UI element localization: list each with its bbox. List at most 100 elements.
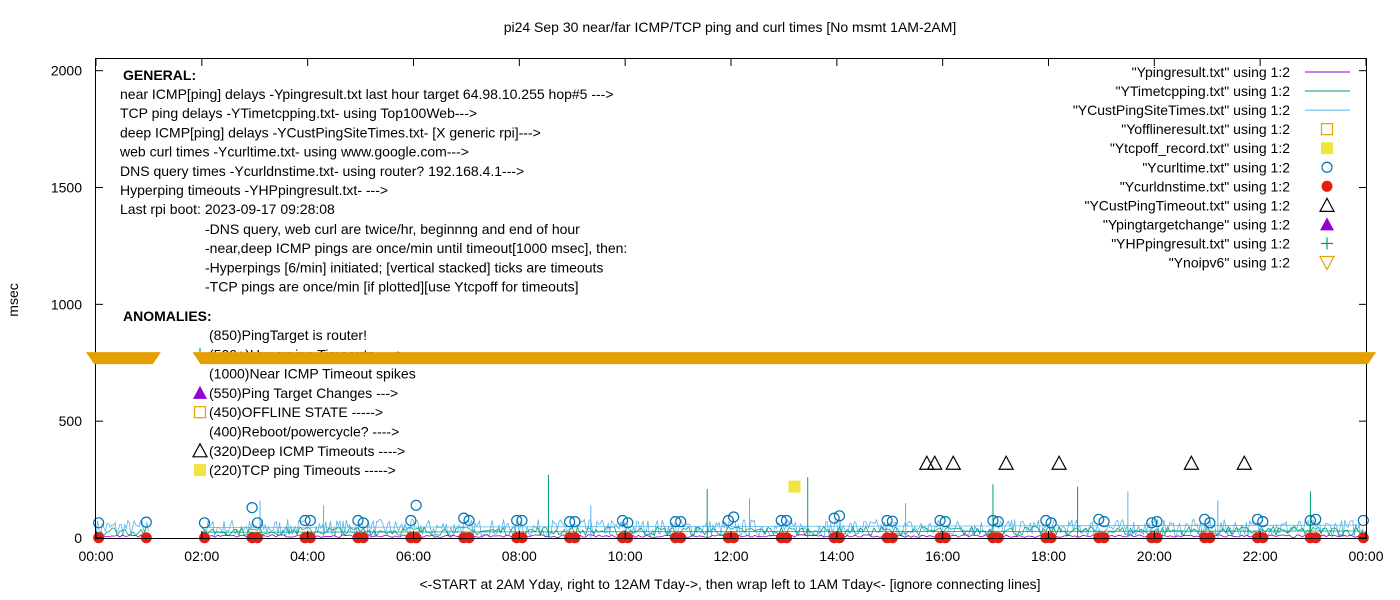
wrap-line	[201, 530, 1361, 533]
dns-point	[463, 532, 475, 544]
curl-point	[886, 515, 898, 527]
curl-point	[1251, 513, 1264, 525]
general-line: Last rpi boot: 2023-09-17 09:28:08	[120, 201, 335, 217]
dns-point	[1257, 532, 1269, 544]
legend-label: "YTimetcpping.txt" using 1:2	[1116, 83, 1291, 99]
curl-point	[1257, 516, 1269, 528]
dns-point	[1098, 532, 1110, 544]
dns-point	[939, 532, 951, 544]
curl-point	[1040, 514, 1052, 527]
deep-icmp-timeout	[1183, 454, 1200, 470]
curl-point	[405, 514, 417, 527]
x-tick-label: 22:00	[1243, 548, 1278, 564]
curl-point	[833, 510, 846, 522]
curl-point	[140, 516, 152, 528]
plot-frame	[95, 58, 1367, 539]
dns-point	[886, 532, 898, 544]
y-tick-label: 1500	[51, 180, 82, 196]
curl-point	[352, 514, 364, 527]
dns-point	[304, 532, 316, 544]
curl-point	[1098, 516, 1110, 528]
dns-point	[833, 532, 845, 544]
x-tick-label: 10:00	[608, 548, 643, 564]
curl-point	[775, 514, 787, 527]
dns-point	[728, 532, 740, 544]
deep-icmp-timeout	[1236, 454, 1253, 470]
general-header: GENERAL:	[123, 67, 196, 83]
deep-icmp-timeout	[998, 454, 1015, 470]
legend-marker-triangle-down-open	[1318, 255, 1336, 271]
anomaly-marker-triangle-filled	[193, 385, 207, 399]
anomaly-label: (450)OFFLINE STATE ----->	[209, 404, 383, 420]
dns-point	[410, 532, 422, 544]
axis-ticks: 0 500 1000 1500 2000 00:00 02:00 04:00 06:00 08:0…	[51, 59, 1384, 564]
curl-point	[939, 516, 951, 528]
legend-label: "Ypingtargetchange" using 1:2	[1103, 216, 1290, 232]
general-line: TCP ping delays -YTimetcpping.txt- using…	[120, 105, 477, 121]
curl-point	[251, 517, 263, 529]
x-tick-label: 20:00	[1137, 548, 1172, 564]
general-line: deep ICMP[ping] delays -YCustPingSiteTim…	[120, 124, 541, 140]
dns-point	[516, 532, 528, 544]
curl-point	[780, 514, 793, 527]
legend: "Ypingresult.txt" using 1:2 "YTimetcpping…	[1073, 64, 1350, 271]
dns-point	[1204, 532, 1216, 544]
curl-point	[458, 512, 470, 524]
dns-point	[251, 532, 263, 544]
legend-label: "Yofflineresult.txt" using 1:2	[1121, 121, 1290, 137]
dns-point	[675, 532, 687, 544]
general-note: -Hyperpings [6/min] initiated; [vertical…	[205, 259, 603, 275]
curl-point	[622, 517, 634, 529]
legend-label: "Ycurltime.txt" using 1:2	[1142, 159, 1290, 175]
curl-point	[564, 516, 576, 528]
general-note: -DNS query, web curl are twice/hr, begin…	[205, 221, 580, 237]
curl-point	[992, 516, 1004, 528]
noipv6-band	[86, 352, 1377, 365]
dns-point	[1045, 532, 1057, 544]
dns-point	[140, 532, 152, 544]
anomaly-marker-square-filled	[194, 464, 206, 477]
general-line: Hyperping timeouts -YHPpingresult.txt- -…	[120, 182, 388, 198]
y-tick-label: 2000	[51, 63, 82, 79]
legend-marker-triangle-open	[1318, 197, 1336, 212]
anomaly-label: (550)Ping Target Changes --->	[209, 385, 398, 401]
dns-point	[1151, 532, 1163, 544]
anomaly-label: (400)Reboot/powercycle? ---->	[209, 424, 399, 440]
anomaly-label: (320)Deep ICMP Timeouts ---->	[209, 443, 405, 459]
dns-point	[781, 532, 793, 544]
general-line: web curl times -Ycurltime.txt- using www…	[119, 144, 469, 160]
curl-point	[1357, 514, 1369, 527]
curl-point	[246, 502, 258, 514]
x-tick-label: 06:00	[396, 548, 431, 564]
curl-point	[410, 499, 422, 511]
x-tick-label: 02:00	[184, 548, 219, 564]
near-ping-line	[95, 534, 147, 538]
x-tick-label: 00:00	[1348, 548, 1383, 564]
curl-point	[299, 514, 311, 527]
dns-point	[569, 532, 581, 544]
tcp-timeout	[788, 480, 801, 493]
x-tick-label: 16:00	[925, 548, 960, 564]
legend-label: "Ynoipv6" using 1:2	[1169, 255, 1290, 271]
anomalies-header: ANOMALIES:	[123, 308, 212, 324]
curl-point	[675, 516, 687, 528]
legend-label: "YHPpingresult.txt" using 1:2	[1111, 235, 1290, 251]
curl-point	[1093, 513, 1105, 525]
curl-point	[198, 517, 211, 529]
legend-label: "Ytcpoff_record.txt" using 1:2	[1110, 140, 1290, 156]
noipv6-segment	[86, 352, 161, 365]
curl-point	[1204, 517, 1216, 529]
general-note: -near,deep ICMP pings are once/min until…	[205, 240, 627, 256]
x-tick-label: 18:00	[1031, 548, 1066, 564]
curl-point	[569, 516, 581, 528]
curl-point	[1310, 513, 1322, 525]
curl-point	[669, 516, 682, 528]
curl-point	[93, 517, 105, 529]
legend-marker-circle-filled	[1321, 180, 1333, 192]
legend-label: "Ypingresult.txt" using 1:2	[1132, 64, 1291, 80]
dns-point	[357, 532, 369, 544]
curl-point	[828, 512, 840, 524]
x-axis-label: <-START at 2AM Yday, right to 12AM Tday-…	[419, 576, 1040, 592]
legend-marker-square-filled	[1321, 142, 1333, 155]
